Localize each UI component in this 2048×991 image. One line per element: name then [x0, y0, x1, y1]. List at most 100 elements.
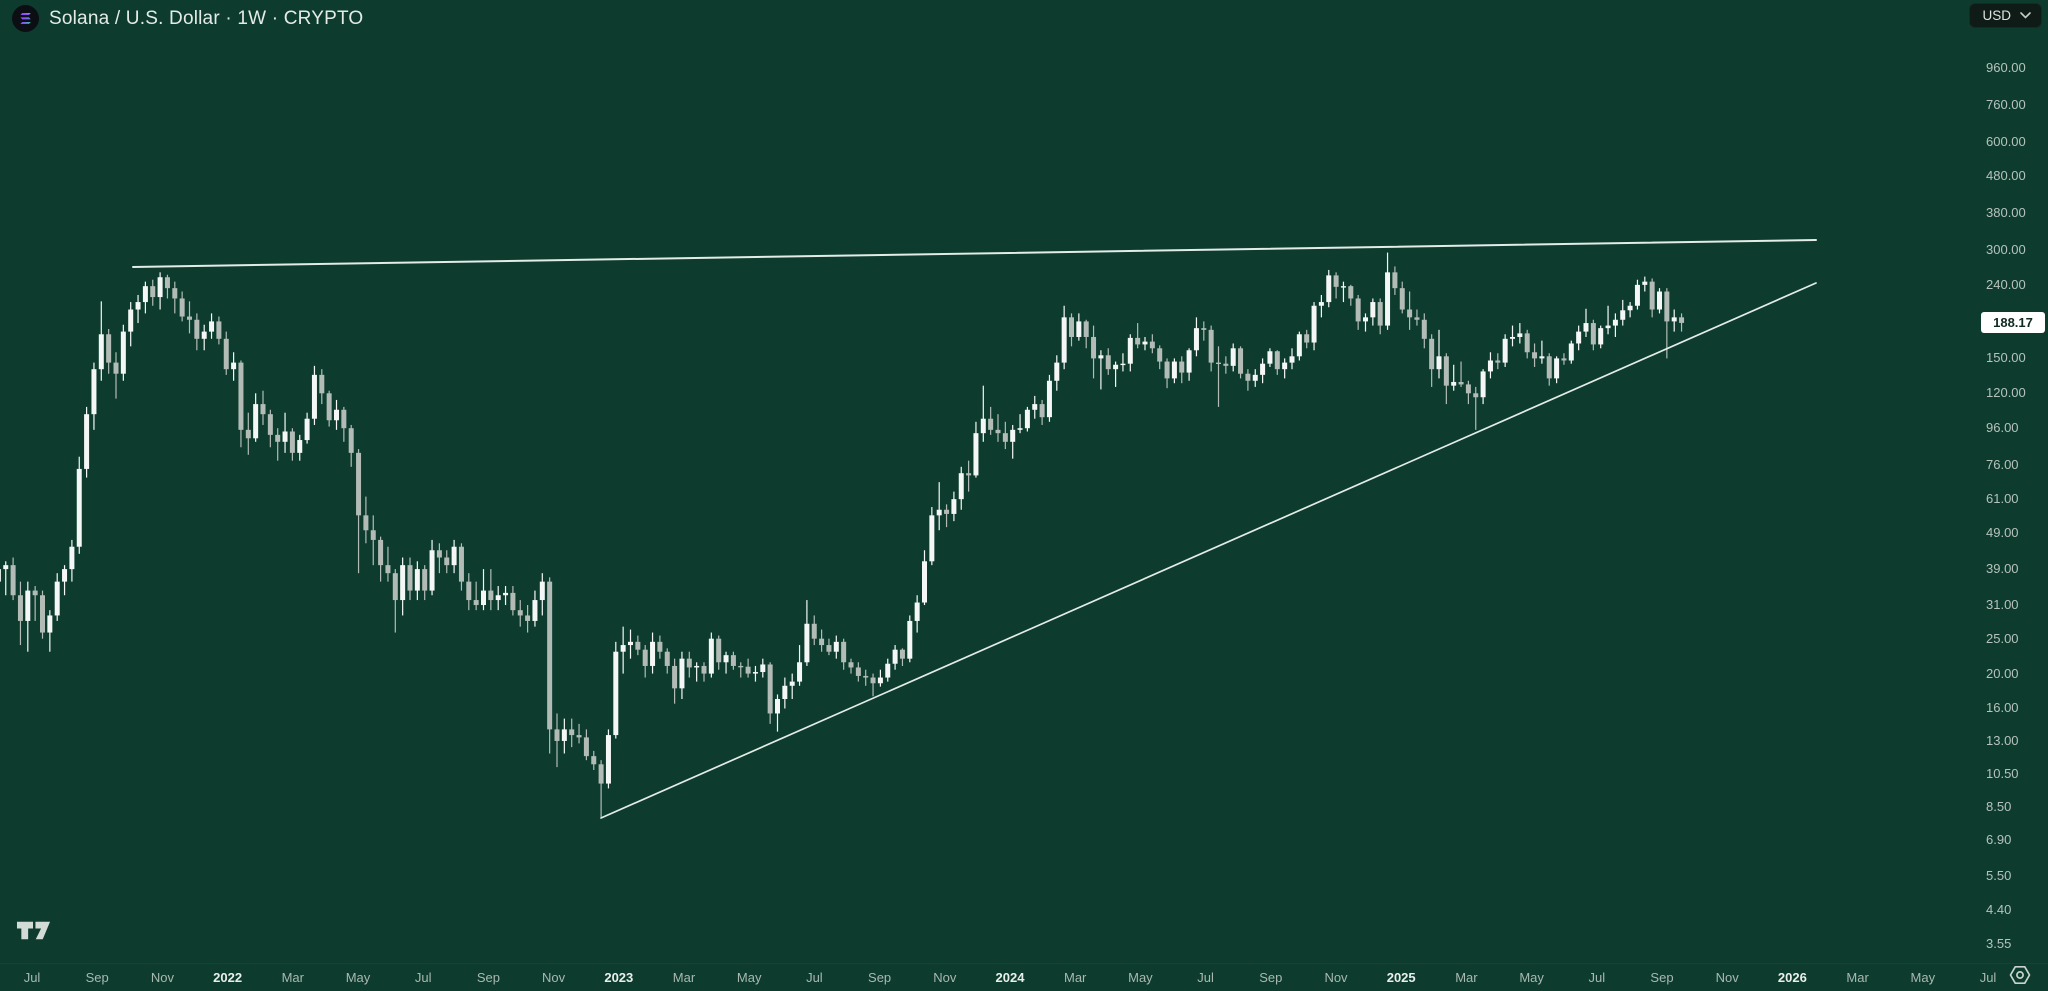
candle[interactable] [458, 543, 464, 591]
candle[interactable] [797, 645, 803, 686]
candle[interactable] [47, 610, 53, 652]
candle[interactable] [642, 645, 648, 678]
candle[interactable] [569, 718, 575, 748]
candle[interactable] [1091, 325, 1097, 379]
candle[interactable] [1326, 269, 1332, 308]
candle[interactable] [289, 428, 295, 461]
candle[interactable] [870, 673, 876, 697]
candle[interactable] [1105, 348, 1111, 375]
candle[interactable] [356, 449, 362, 574]
candle[interactable] [392, 569, 398, 633]
candle[interactable] [1348, 284, 1354, 306]
candle[interactable] [1487, 352, 1493, 379]
candle[interactable] [150, 279, 156, 306]
candle[interactable] [348, 424, 354, 467]
candle[interactable] [716, 635, 722, 670]
candle[interactable] [951, 491, 957, 522]
candle[interactable] [598, 760, 604, 817]
candle[interactable] [1083, 319, 1089, 349]
candle[interactable] [3, 561, 9, 596]
candle[interactable] [841, 638, 847, 670]
candle[interactable] [1135, 323, 1141, 349]
candle[interactable] [503, 586, 509, 606]
candle[interactable] [304, 412, 310, 444]
candle[interactable] [525, 605, 531, 633]
candle[interactable] [187, 301, 192, 334]
candle[interactable] [1230, 343, 1236, 372]
candle[interactable] [605, 729, 611, 789]
candle[interactable] [1193, 317, 1199, 357]
candle[interactable] [40, 590, 45, 639]
candle[interactable] [613, 641, 619, 739]
candle[interactable] [1289, 348, 1295, 370]
candle[interactable] [341, 406, 347, 442]
candle[interactable] [576, 723, 582, 744]
candle[interactable] [532, 590, 538, 627]
candle[interactable] [54, 573, 60, 621]
candle[interactable] [429, 539, 435, 596]
candle[interactable] [966, 460, 972, 492]
candle[interactable] [10, 557, 16, 601]
candle[interactable] [1186, 348, 1192, 381]
candle[interactable] [1076, 313, 1082, 341]
candle[interactable] [1282, 358, 1288, 379]
candle[interactable] [789, 673, 795, 699]
candle[interactable] [422, 565, 428, 601]
candle[interactable] [1157, 345, 1163, 370]
candle[interactable] [591, 750, 597, 770]
candle[interactable] [628, 629, 633, 659]
candle[interactable] [929, 507, 935, 566]
candle[interactable] [547, 577, 553, 754]
candle[interactable] [260, 390, 266, 425]
candle[interactable] [1627, 302, 1633, 318]
candle[interactable] [1069, 313, 1074, 347]
candle[interactable] [311, 365, 317, 425]
candle[interactable] [98, 301, 104, 381]
candle[interactable] [1010, 424, 1016, 459]
candle[interactable] [922, 550, 927, 606]
candle[interactable] [973, 421, 979, 478]
candle[interactable] [1598, 325, 1604, 349]
candle[interactable] [635, 635, 641, 656]
candle[interactable] [0, 558, 1, 606]
candle[interactable] [1414, 309, 1420, 326]
candle[interactable] [686, 651, 692, 678]
candle[interactable] [833, 635, 839, 659]
candle[interactable] [135, 294, 141, 324]
candle[interactable] [378, 536, 384, 582]
candle[interactable] [760, 658, 766, 678]
candle[interactable] [1046, 374, 1052, 422]
candle[interactable] [1407, 291, 1413, 330]
candle[interactable] [554, 713, 560, 768]
candle[interactable] [142, 281, 148, 314]
candle[interactable] [91, 362, 97, 430]
candle[interactable] [855, 662, 861, 682]
candle[interactable] [209, 313, 215, 339]
candle[interactable] [414, 561, 420, 601]
candle[interactable] [738, 662, 744, 678]
candle[interactable] [282, 412, 288, 453]
candle[interactable] [128, 302, 134, 347]
candle[interactable] [664, 648, 670, 674]
price-scale[interactable]: 960.00 760.00 600.00 480.00 380.00 300.00 240.… [1978, 0, 2048, 963]
candle[interactable] [1061, 305, 1067, 370]
candle[interactable] [1392, 266, 1398, 295]
candle[interactable] [194, 313, 200, 351]
candle[interactable] [1245, 369, 1251, 391]
last-price-label[interactable]: 188.17 [1981, 312, 2045, 334]
candle[interactable] [1340, 281, 1346, 303]
candle[interactable] [1333, 272, 1339, 299]
candle[interactable] [106, 329, 112, 374]
candle[interactable] [1539, 340, 1545, 364]
candle[interactable] [1296, 331, 1302, 361]
candle[interactable] [495, 586, 501, 611]
candle[interactable] [84, 406, 90, 478]
candle[interactable] [1238, 346, 1244, 379]
symbol-legend[interactable]: Solana / U.S. Dollar · 1W · CRYPTO [12, 5, 363, 32]
candle[interactable] [157, 272, 163, 310]
candle[interactable] [113, 352, 119, 399]
candle[interactable] [216, 316, 222, 345]
candle[interactable] [400, 557, 406, 616]
candle[interactable] [1032, 395, 1038, 419]
